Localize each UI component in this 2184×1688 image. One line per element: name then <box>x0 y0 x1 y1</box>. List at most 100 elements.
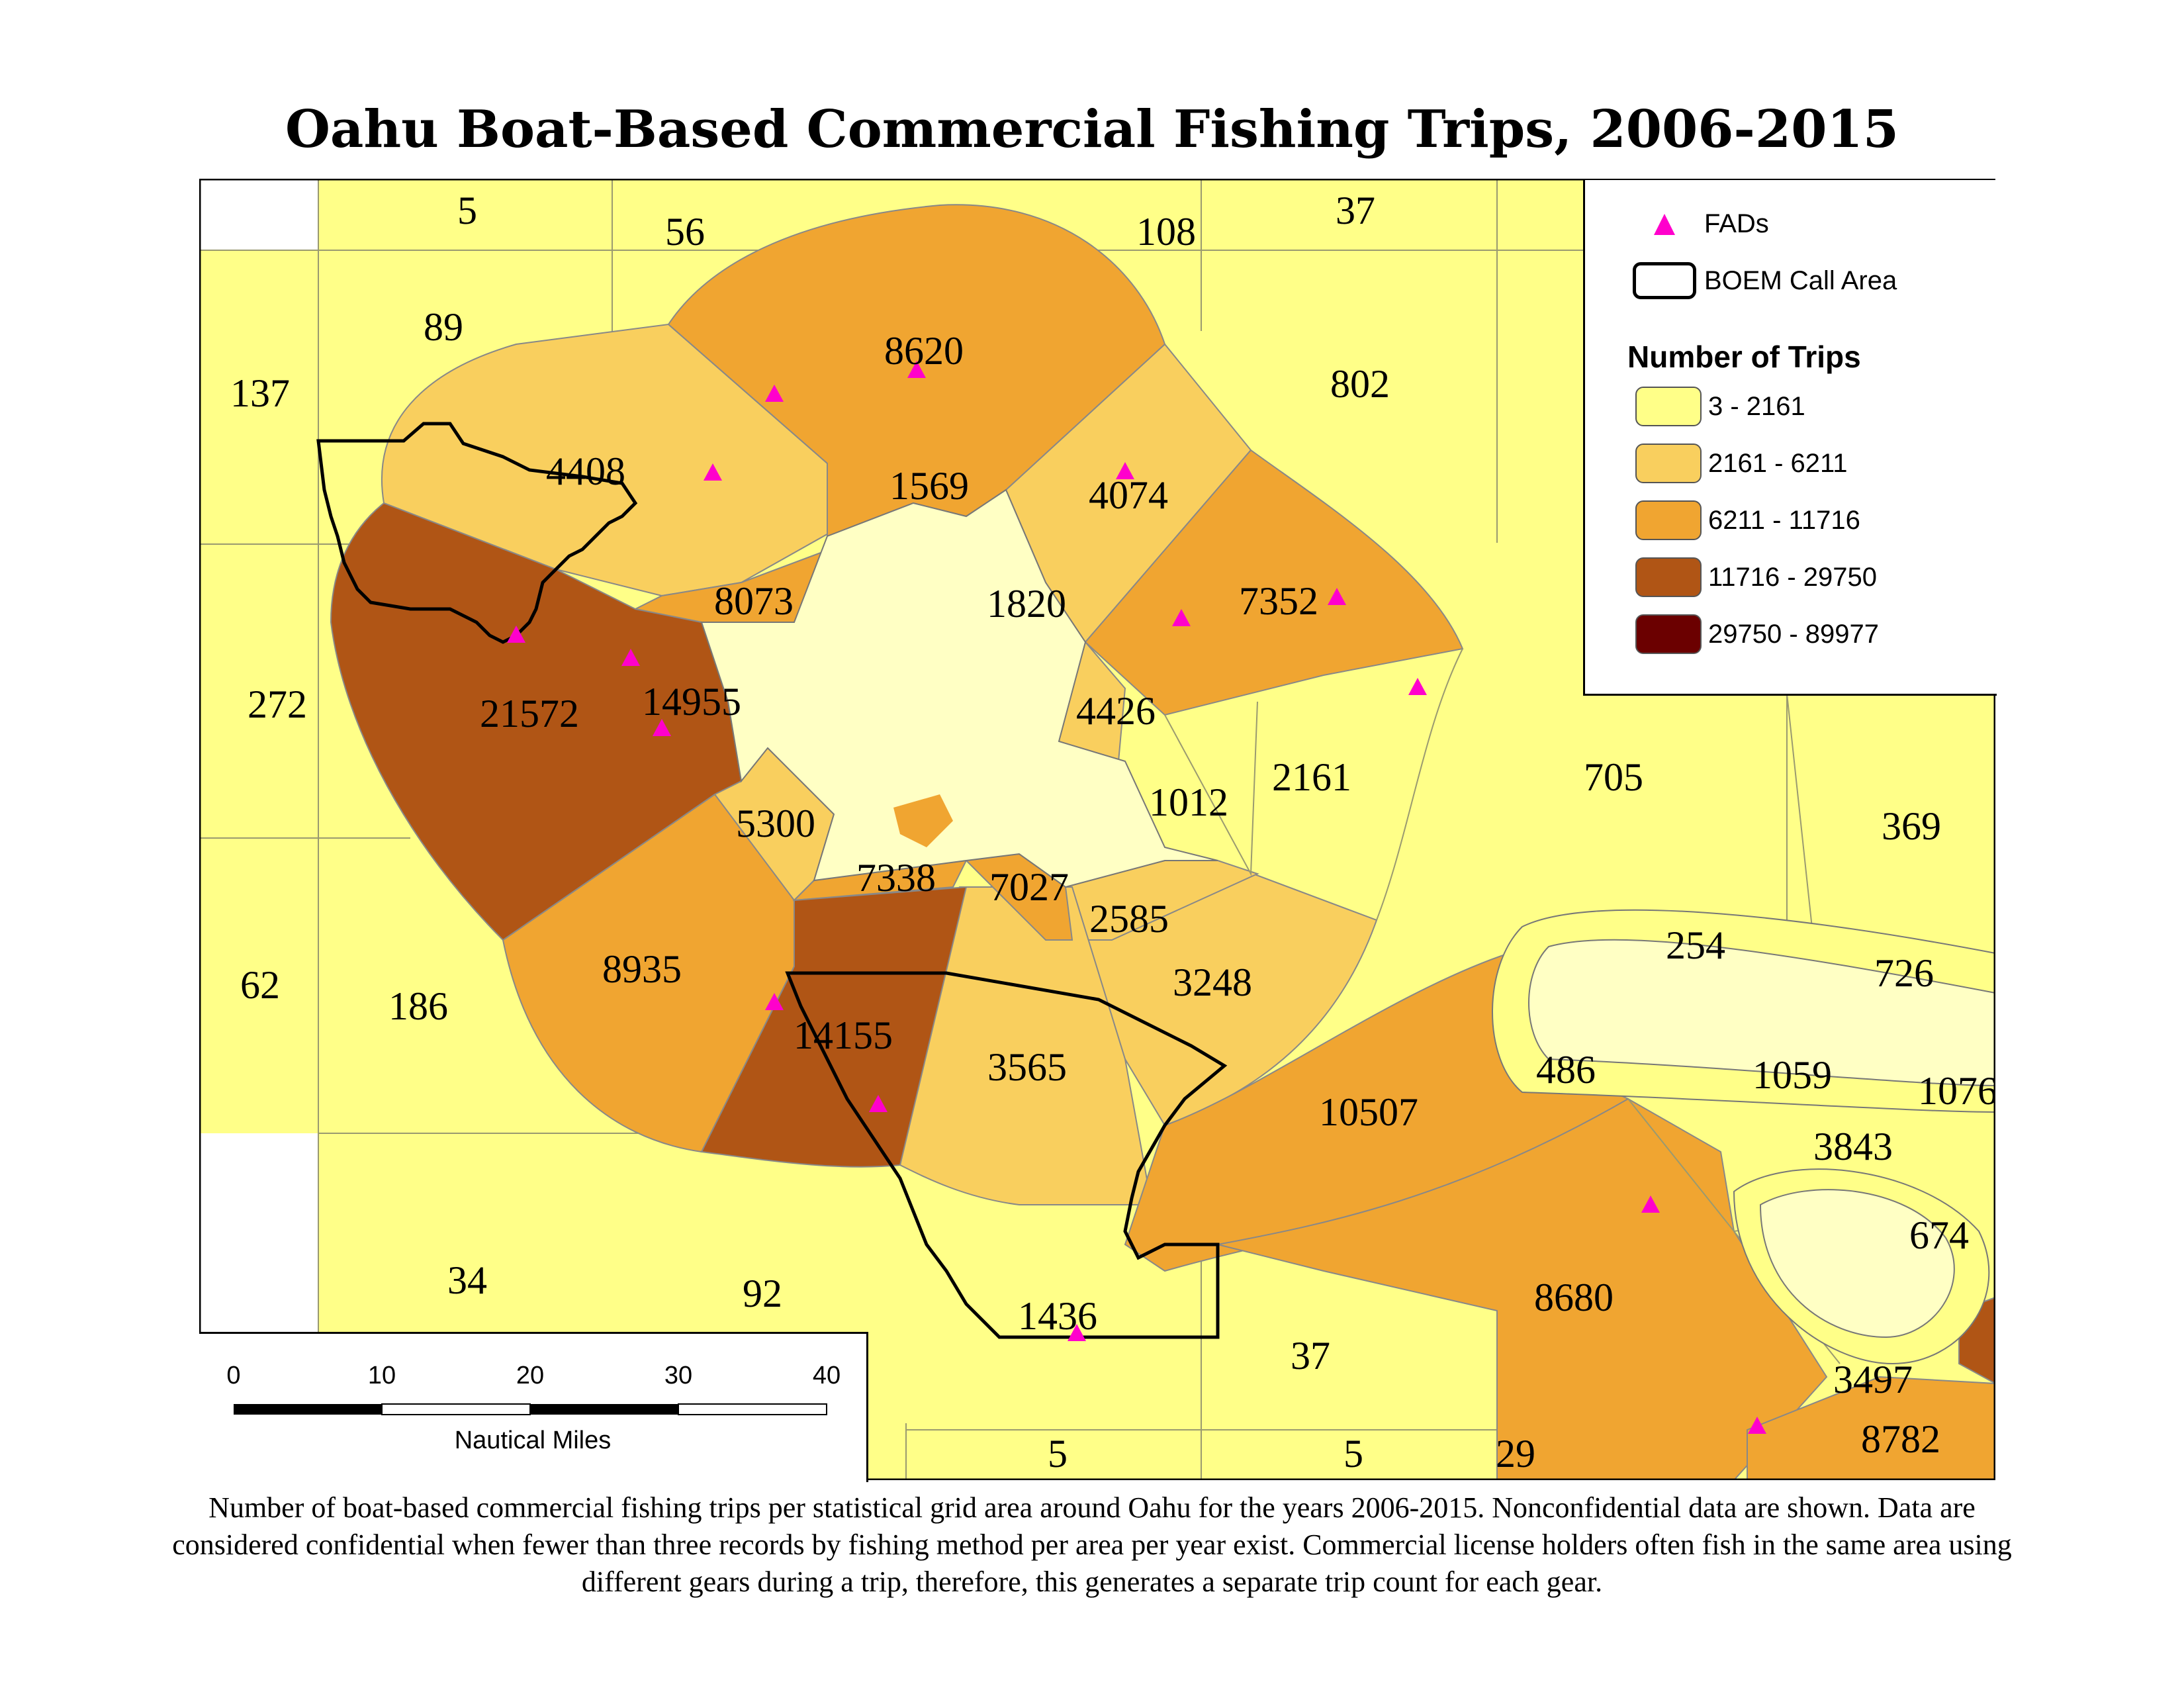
scale-bar: 0 10 20 30 40 Nautical Miles <box>199 1332 868 1482</box>
map-title: Oahu Boat-Based Commercial Fishing Trips… <box>285 99 1899 160</box>
scale-bar-graphic <box>234 1403 827 1415</box>
lanai-island <box>1759 1189 1955 1338</box>
fad-triangle-icon <box>1625 212 1704 236</box>
map-border <box>199 179 1995 1480</box>
area-label: 14155 <box>794 1013 893 1057</box>
area-label: 108 <box>1136 210 1196 254</box>
area-label: 1076 <box>1918 1069 1995 1113</box>
boem-call-area-north <box>316 422 638 644</box>
legend-class-row: 6211 - 11716 <box>1585 500 1860 540</box>
map-caption: Number of boat-based commercial fishing … <box>172 1491 2012 1598</box>
area-label: 674 <box>1909 1213 1969 1257</box>
blank-corner-bottom-left <box>199 1133 318 1332</box>
legend-class-label: 6211 - 11716 <box>1708 505 1860 535</box>
molokai-island <box>1528 939 1995 1087</box>
swatch-class-4 <box>1635 557 1702 597</box>
area-label: 2585 <box>1089 897 1169 941</box>
legend-panel: FADs BOEM Call Area Number of Trips 3 - … <box>1583 180 1997 696</box>
scale-tick-label: 0 <box>226 1362 241 1389</box>
blank-corner-top-left <box>199 179 318 250</box>
scale-tick-label: 40 <box>812 1362 841 1389</box>
area-label: 3497 <box>1833 1358 1913 1401</box>
area-label: 802 <box>1330 362 1390 406</box>
legend-boem-row: BOEM Call Area <box>1585 262 1897 299</box>
area-label: 1012 <box>1149 780 1228 824</box>
zone-21572 <box>330 502 743 941</box>
area-label: 705 <box>1584 755 1643 799</box>
area-label: 56 <box>665 210 705 254</box>
fad-marker <box>1641 1196 1660 1213</box>
swatch-class-1 <box>1635 387 1702 426</box>
fad-marker <box>653 719 671 736</box>
area-label: 89 <box>424 305 463 349</box>
scale-tick-label: 30 <box>664 1362 693 1389</box>
fad-marker <box>704 463 722 481</box>
area-label: 37 <box>1336 189 1375 232</box>
fad-marker <box>1068 1324 1086 1341</box>
area-label: 3248 <box>1173 961 1252 1004</box>
legend-class-label: 29750 - 89977 <box>1708 619 1880 649</box>
fad-marker <box>907 361 926 378</box>
legend-class-row: 11716 - 29750 <box>1585 557 1877 597</box>
fad-marker <box>765 385 784 402</box>
zone-7352 <box>1084 449 1464 716</box>
area-label: 8620 <box>884 329 964 373</box>
oahu-island <box>700 489 1218 888</box>
legend-class-row: 29750 - 89977 <box>1585 614 1879 654</box>
area-label: 1569 <box>889 464 969 508</box>
area-label: 8680 <box>1534 1276 1614 1319</box>
area-label: 21572 <box>480 692 579 735</box>
area-label: 726 <box>1874 951 1934 995</box>
swatch-class-5 <box>1635 614 1702 654</box>
area-label: 7352 <box>1239 579 1318 623</box>
fad-marker <box>621 649 640 666</box>
fad-marker <box>765 993 784 1010</box>
area-label: 3843 <box>1813 1125 1893 1168</box>
fad-marker <box>1408 678 1427 695</box>
area-label: 3565 <box>987 1045 1067 1089</box>
fad-marker <box>1116 462 1134 479</box>
legend-class-label: 11716 - 29750 <box>1708 562 1878 592</box>
zone-8782 <box>1747 1376 1995 1480</box>
area-label: 5300 <box>736 802 815 845</box>
legend-class-label: 3 - 2161 <box>1708 391 1805 421</box>
zone-14155 <box>700 886 968 1168</box>
legend-class-row: 3 - 2161 <box>1585 387 1805 426</box>
fad-marker <box>869 1095 887 1112</box>
area-label: 1820 <box>987 582 1066 626</box>
legend-boem-label: BOEM Call Area <box>1704 265 1897 295</box>
area-label: 8935 <box>602 947 682 991</box>
pearl-harbor <box>893 794 953 847</box>
fad-marker <box>1748 1417 1766 1434</box>
legend-fads-row: FADs <box>1585 209 1769 239</box>
area-label: 5 <box>1343 1432 1363 1476</box>
legend-heading: Number of Trips <box>1627 340 1861 374</box>
area-label: 34 <box>447 1258 487 1302</box>
area-label: 7027 <box>989 865 1069 909</box>
legend-class-label: 2161 - 6211 <box>1708 448 1848 478</box>
area-label: 254 <box>1666 923 1725 967</box>
area-label: 5 <box>457 189 477 232</box>
area-label: 1059 <box>1752 1053 1832 1097</box>
boem-outline-icon <box>1625 262 1704 299</box>
area-label: 62 <box>240 963 280 1007</box>
area-label: 92 <box>743 1272 782 1315</box>
area-label: 2161 <box>1272 755 1351 799</box>
area-label: 186 <box>388 984 448 1028</box>
fad-marker <box>507 626 525 643</box>
fad-marker <box>1172 609 1191 626</box>
legend-class-row: 2161 - 6211 <box>1585 444 1848 483</box>
area-label: 4408 <box>546 449 625 493</box>
area-label: 29 <box>1496 1432 1535 1476</box>
fad-marker <box>1328 588 1346 605</box>
fad-markers <box>507 361 1766 1434</box>
swatch-class-2 <box>1635 444 1702 483</box>
area-label: 4426 <box>1076 689 1156 733</box>
swatch-class-3 <box>1635 500 1702 540</box>
scale-tick-label: 20 <box>516 1362 545 1389</box>
area-label: 272 <box>248 682 307 726</box>
area-label: 37 <box>1291 1334 1330 1378</box>
area-label: 4074 <box>1089 473 1168 517</box>
area-label: 8073 <box>714 579 794 623</box>
trip-count-labels: 5 56 108 37 89 137 8620 802 4408 1569 40… <box>230 189 1995 1476</box>
